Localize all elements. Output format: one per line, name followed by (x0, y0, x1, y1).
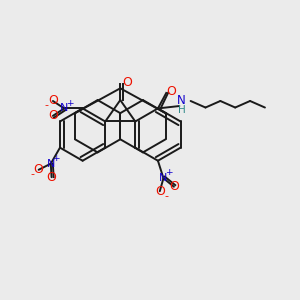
Text: +: + (66, 99, 73, 108)
Text: O: O (122, 76, 132, 89)
Text: +: + (165, 168, 172, 177)
Text: O: O (167, 85, 176, 98)
Text: N: N (159, 173, 168, 183)
Text: -: - (44, 100, 48, 110)
Text: O: O (34, 163, 44, 176)
Text: H: H (178, 105, 185, 115)
Text: -: - (30, 169, 34, 179)
Text: O: O (46, 171, 56, 184)
Text: O: O (169, 180, 179, 193)
Text: O: O (155, 185, 165, 198)
Text: +: + (52, 154, 60, 163)
Text: O: O (48, 109, 58, 122)
Text: -: - (164, 190, 168, 201)
Text: O: O (48, 94, 58, 107)
Text: N: N (177, 94, 186, 107)
Text: N: N (46, 159, 55, 169)
Text: N: N (60, 103, 68, 113)
